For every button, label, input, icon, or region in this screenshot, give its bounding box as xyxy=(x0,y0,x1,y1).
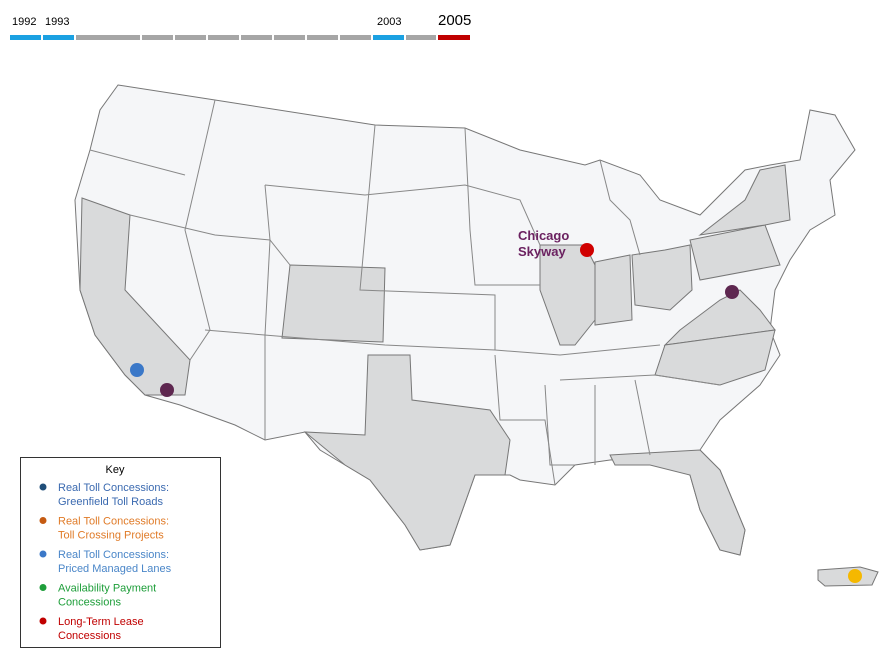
state-borders xyxy=(559,374,721,386)
state-indiana xyxy=(594,254,633,326)
state-borders xyxy=(544,384,575,466)
state-colorado xyxy=(281,264,386,343)
state-new-york xyxy=(698,164,791,236)
timeline-segment[interactable] xyxy=(373,35,404,40)
state-borders xyxy=(264,184,541,246)
state-north-carolina xyxy=(654,329,776,386)
legend-label: Toll Crossing Projects xyxy=(58,530,164,542)
timeline-segment[interactable] xyxy=(10,35,41,40)
legend-box xyxy=(20,457,221,648)
us-map: Chicago Skyway xyxy=(74,84,879,587)
map-label: Chicago Skyway xyxy=(518,228,569,259)
legend-dot xyxy=(39,550,47,558)
project-marker[interactable] xyxy=(160,383,174,397)
timeline-segment[interactable] xyxy=(208,35,239,40)
state-borders xyxy=(89,149,186,176)
legend-label: Long-Term Lease xyxy=(58,616,144,628)
project-marker[interactable] xyxy=(848,569,862,583)
legend-label: Greenfield Toll Roads xyxy=(58,496,163,508)
state-borders xyxy=(264,184,271,440)
legend-dot xyxy=(39,517,47,524)
timeline-segment[interactable] xyxy=(307,35,338,40)
timeline-year[interactable]: 1993 xyxy=(45,16,69,28)
project-marker[interactable] xyxy=(725,285,739,299)
legend-dot xyxy=(39,584,47,591)
state-borders xyxy=(494,354,556,486)
legend-title: Key xyxy=(106,464,125,476)
puerto-rico xyxy=(817,566,879,587)
timeline-year[interactable]: 2003 xyxy=(377,16,401,28)
timeline-segment[interactable] xyxy=(175,35,206,40)
state-borders xyxy=(184,99,216,361)
legend-label: Real Toll Concessions: xyxy=(58,482,169,494)
legend-label: Concessions xyxy=(58,630,121,642)
state-florida xyxy=(609,449,746,556)
legend-dot xyxy=(39,617,47,625)
timeline-segment[interactable] xyxy=(43,35,74,40)
state-ohio xyxy=(631,244,693,311)
timeline: 1992 1993 2003 2005 xyxy=(10,12,471,40)
legend-label: Concessions xyxy=(58,597,121,609)
timeline-segment[interactable] xyxy=(406,35,436,40)
state-borders xyxy=(129,214,291,266)
timeline-segment[interactable] xyxy=(274,35,305,40)
state-borders xyxy=(204,329,661,356)
legend-label: Availability Payment xyxy=(58,583,156,595)
project-marker[interactable] xyxy=(130,363,144,377)
state-texas xyxy=(303,354,511,551)
timeline-segment[interactable] xyxy=(241,35,272,40)
timeline-segment[interactable] xyxy=(76,35,140,40)
legend-label: Real Toll Concessions: xyxy=(58,549,169,561)
timeline-segment[interactable] xyxy=(142,35,173,40)
legend-dot xyxy=(39,483,47,491)
legend-label: Real Toll Concessions: xyxy=(58,516,169,528)
state-borders xyxy=(464,127,540,286)
state-borders xyxy=(359,124,496,350)
timeline-segment[interactable] xyxy=(438,35,470,40)
legend: Key Real Toll Concessions: Greenfield Tol… xyxy=(20,457,221,648)
timeline-year[interactable]: 1992 xyxy=(12,16,36,28)
state-pennsylvania xyxy=(689,224,781,281)
legend-label: Priced Managed Lanes xyxy=(58,563,172,575)
timeline-year[interactable]: 2005 xyxy=(438,12,471,29)
state-borders xyxy=(599,159,641,256)
timeline-segment[interactable] xyxy=(340,35,371,40)
state-borders xyxy=(634,379,651,456)
project-marker[interactable] xyxy=(580,243,594,257)
